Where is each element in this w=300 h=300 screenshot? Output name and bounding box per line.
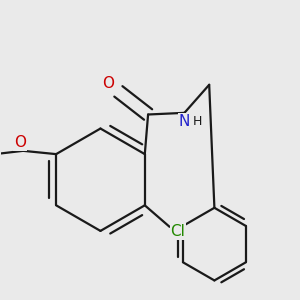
Text: H: H [193,115,202,128]
Text: N: N [179,114,190,129]
Text: O: O [103,76,115,91]
Text: Cl: Cl [170,224,185,239]
Text: O: O [14,135,26,150]
